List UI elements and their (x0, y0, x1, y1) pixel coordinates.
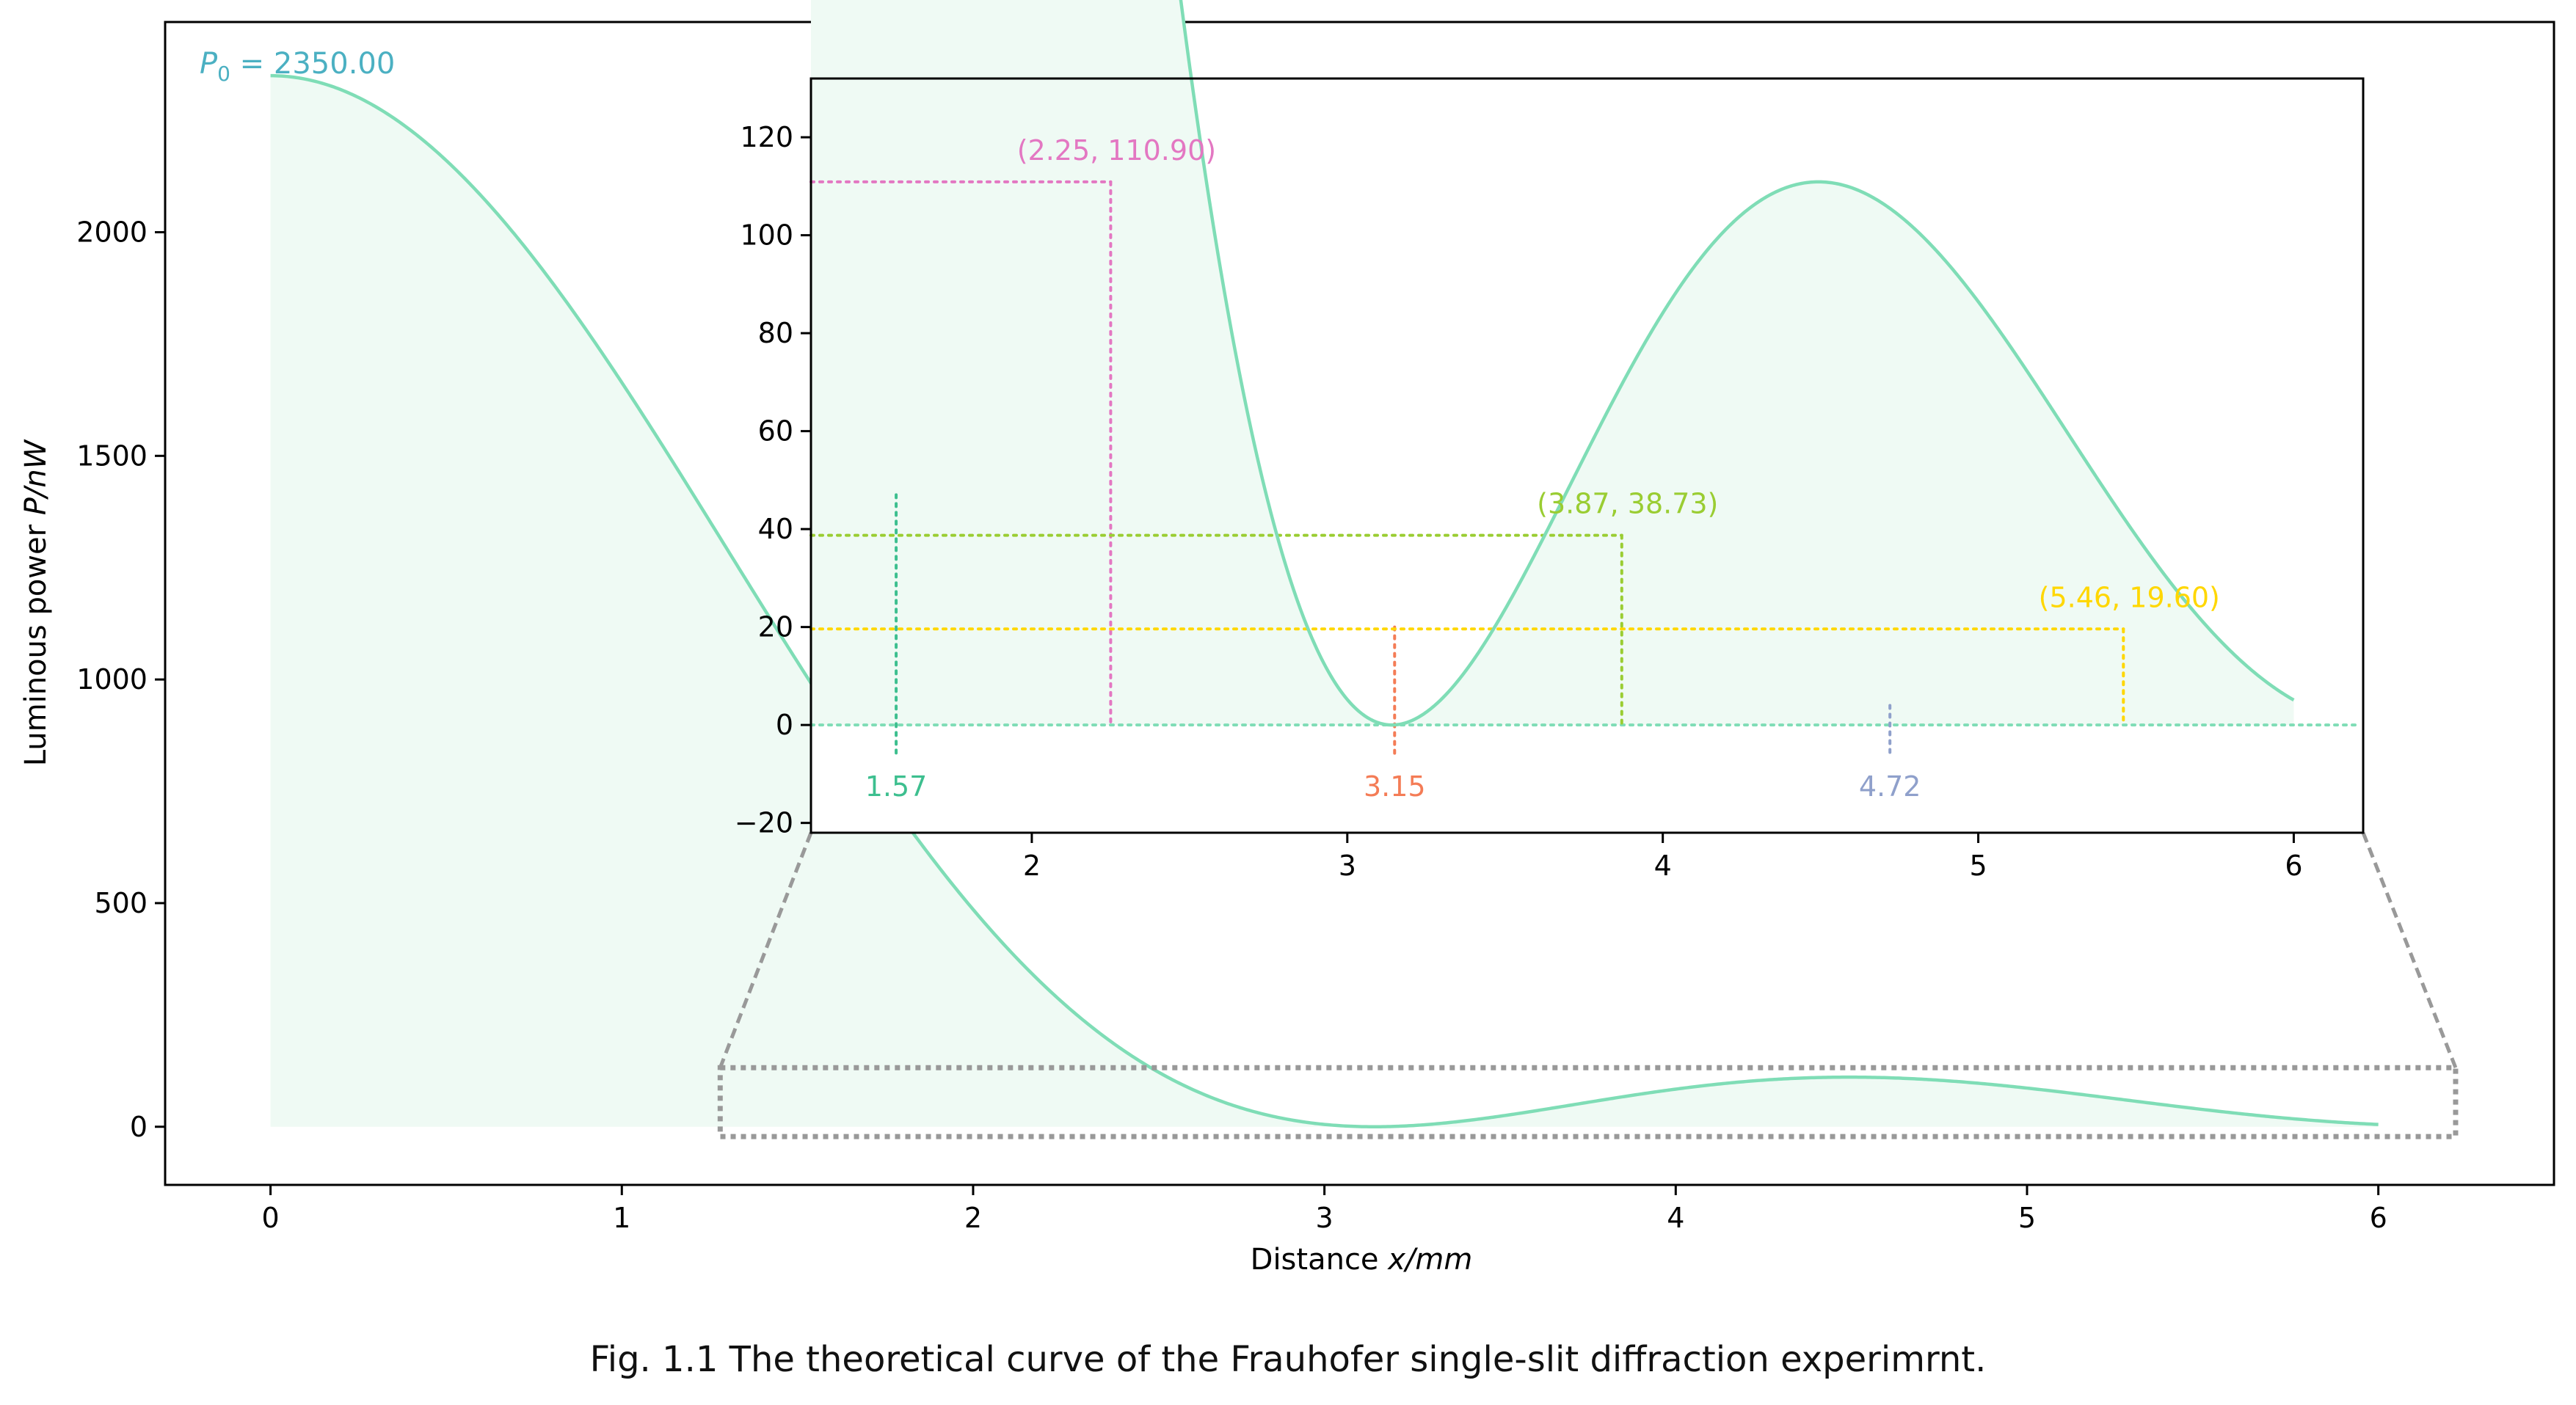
main-x-tick-label: 3 (1316, 1202, 1334, 1234)
main-x-tick-label: 6 (2370, 1202, 2387, 1234)
main-y-tick-label: 2000 (76, 216, 148, 249)
minimum-label: 1.57 (865, 770, 928, 803)
inset-curve (1179, 0, 2295, 727)
inset-y-tick-label: 120 (740, 121, 793, 153)
main-y-tick-label: 0 (130, 1111, 148, 1143)
inset-x-tick-label: 4 (1654, 850, 1672, 882)
main-x-axis-label: Distance x/mm (1251, 1243, 1473, 1277)
zoom-connector-left (718, 832, 813, 1069)
main-x-tick-label: 1 (613, 1202, 630, 1234)
inset-x-ticks: 2 3 4 5 6 (1023, 833, 2303, 882)
inset-y-tick-label: −20 (735, 807, 793, 839)
inset-y-tick-label: 100 (740, 219, 793, 252)
main-y-axis-label: Luminous power P/nW (19, 439, 53, 766)
zoom-connector-right (2361, 832, 2458, 1069)
main-x-tick-label: 2 (964, 1202, 982, 1234)
main-y-tick-label: 1500 (76, 439, 148, 472)
inset-y-tick-label: 20 (758, 611, 793, 643)
main-x-tick-label: 5 (2018, 1202, 2036, 1234)
inset-y-tick-label: 60 (758, 415, 793, 448)
figure-caption: Fig. 1.1 The theoretical curve of the Fr… (589, 1339, 1987, 1380)
inset-chart: 1.57 3.15 4.72 (2.25, 110.90) (3.87, 38.73) (… (735, 0, 2365, 882)
main-y-tick-label: 1000 (76, 663, 148, 696)
main-x-ticks: 0 1 2 3 4 5 6 (262, 1185, 2387, 1234)
main-y-tick-label: 500 (94, 887, 148, 919)
inset-y-tick-label: 80 (758, 317, 793, 349)
p0-annotation: P0 = 2350.00 (200, 47, 395, 86)
inset-curve-fill (811, 0, 2294, 726)
inset-y-tick-label: 0 (776, 709, 793, 741)
inset-point-labels: 1.57 3.15 4.72 (2.25, 110.90) (3.87, 38.73) (… (865, 134, 2220, 803)
main-x-tick-label: 4 (1667, 1202, 1684, 1234)
inset-x-tick-label: 5 (1969, 850, 1987, 882)
main-plot-frame (164, 21, 2555, 1186)
inset-x-tick-label: 3 (1339, 850, 1356, 882)
inset-x-tick-label: 2 (1023, 850, 1041, 882)
maximum-label: (2.25, 110.90) (1017, 134, 1216, 167)
minimum-label: 4.72 (1859, 770, 1921, 803)
inset-x-tick-label: 6 (2285, 850, 2302, 882)
maximum-label: (3.87, 38.73) (1537, 488, 1718, 520)
minimum-label: 3.15 (1364, 770, 1426, 803)
maximum-label: (5.46, 19.60) (2039, 581, 2220, 613)
inset-y-ticks: −20 0 20 40 60 80 100 120 (735, 121, 811, 839)
inset-y-tick-label: 40 (758, 513, 793, 545)
main-x-tick-label: 0 (262, 1202, 280, 1234)
inset-guide-lines (809, 180, 2360, 756)
main-curve (270, 73, 2379, 1128)
main-y-ticks: 0 500 1000 1500 2000 (76, 216, 165, 1143)
zoom-region-box (717, 1065, 2459, 1139)
inset-plot-frame (809, 77, 2365, 834)
